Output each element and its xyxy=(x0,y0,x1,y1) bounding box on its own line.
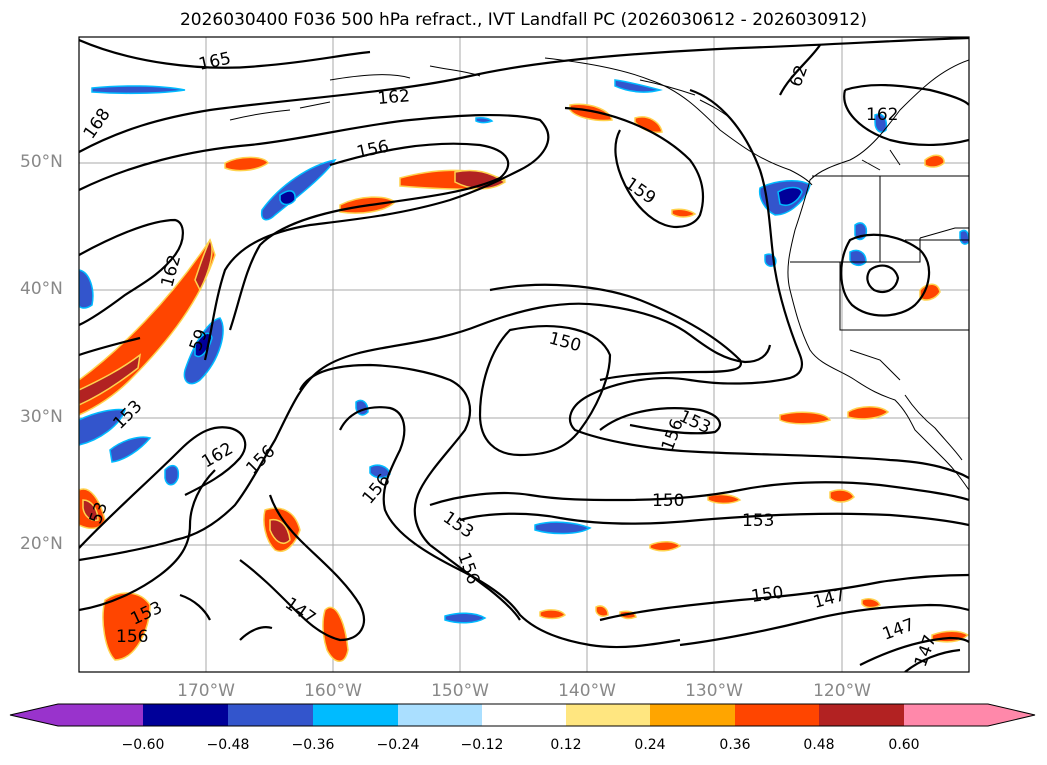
colorbar-swatch xyxy=(819,704,904,726)
contour-label: 156 xyxy=(116,627,148,647)
gridlines xyxy=(79,37,969,672)
lat-label: 30°N xyxy=(20,407,63,427)
contour-label: 153 xyxy=(742,511,774,531)
colorbar-tick-label: 0.60 xyxy=(888,737,920,753)
contour-label: 150 xyxy=(652,491,684,511)
map-frame xyxy=(78,36,970,673)
colorbar-swatch xyxy=(482,704,566,726)
contour-label: 162 xyxy=(377,86,411,109)
lat-label: 20°N xyxy=(20,534,63,554)
colorbar-swatch xyxy=(904,704,988,726)
colorbar-tick-label: 0.24 xyxy=(634,737,666,753)
colorbar-outline xyxy=(9,703,1036,727)
colorbar-swatch xyxy=(398,704,482,726)
lat-label: 40°N xyxy=(20,279,63,299)
country-borders xyxy=(790,149,969,381)
colorbar-swatch xyxy=(313,704,398,726)
lon-label: 160°W xyxy=(304,681,362,701)
colorbar-tick-label: −0.48 xyxy=(206,737,250,753)
contour-label: 150 xyxy=(750,583,785,607)
lon-label: 170°W xyxy=(177,681,235,701)
colorbar-tick-label: −0.36 xyxy=(291,737,335,753)
colorbar-tick-label: −0.60 xyxy=(121,737,165,753)
colorbar-tick-label: 0.48 xyxy=(803,737,835,753)
colorbar-swatch xyxy=(143,704,228,726)
colorbar-swatch xyxy=(735,704,819,726)
colorbar-swatch xyxy=(650,704,735,726)
lat-label: 50°N xyxy=(20,152,63,172)
colorbar-tick-label: 0.12 xyxy=(550,737,582,753)
lon-label: 120°W xyxy=(813,681,871,701)
colorbar-swatch xyxy=(58,704,143,726)
colorbar-swatch xyxy=(566,704,650,726)
colorbar-swatch xyxy=(988,704,1035,726)
colorbar-tick-label: 0.36 xyxy=(719,737,751,753)
negative-anomaly-shading xyxy=(79,79,969,624)
map-title: 2026030400 F036 500 hPa refract., IVT La… xyxy=(179,10,867,30)
height-contours xyxy=(79,37,969,672)
colorbar-tick-label: −0.12 xyxy=(460,737,504,753)
colorbar-swatch xyxy=(228,704,313,726)
colorbar-swatch xyxy=(10,704,58,726)
contour-label: 162 xyxy=(866,105,898,125)
lon-label: 130°W xyxy=(685,681,743,701)
colorbar-tick-label: −0.24 xyxy=(376,737,420,753)
lon-label: 150°W xyxy=(431,681,489,701)
lon-label: 140°W xyxy=(558,681,616,701)
colorbar xyxy=(9,703,1036,727)
